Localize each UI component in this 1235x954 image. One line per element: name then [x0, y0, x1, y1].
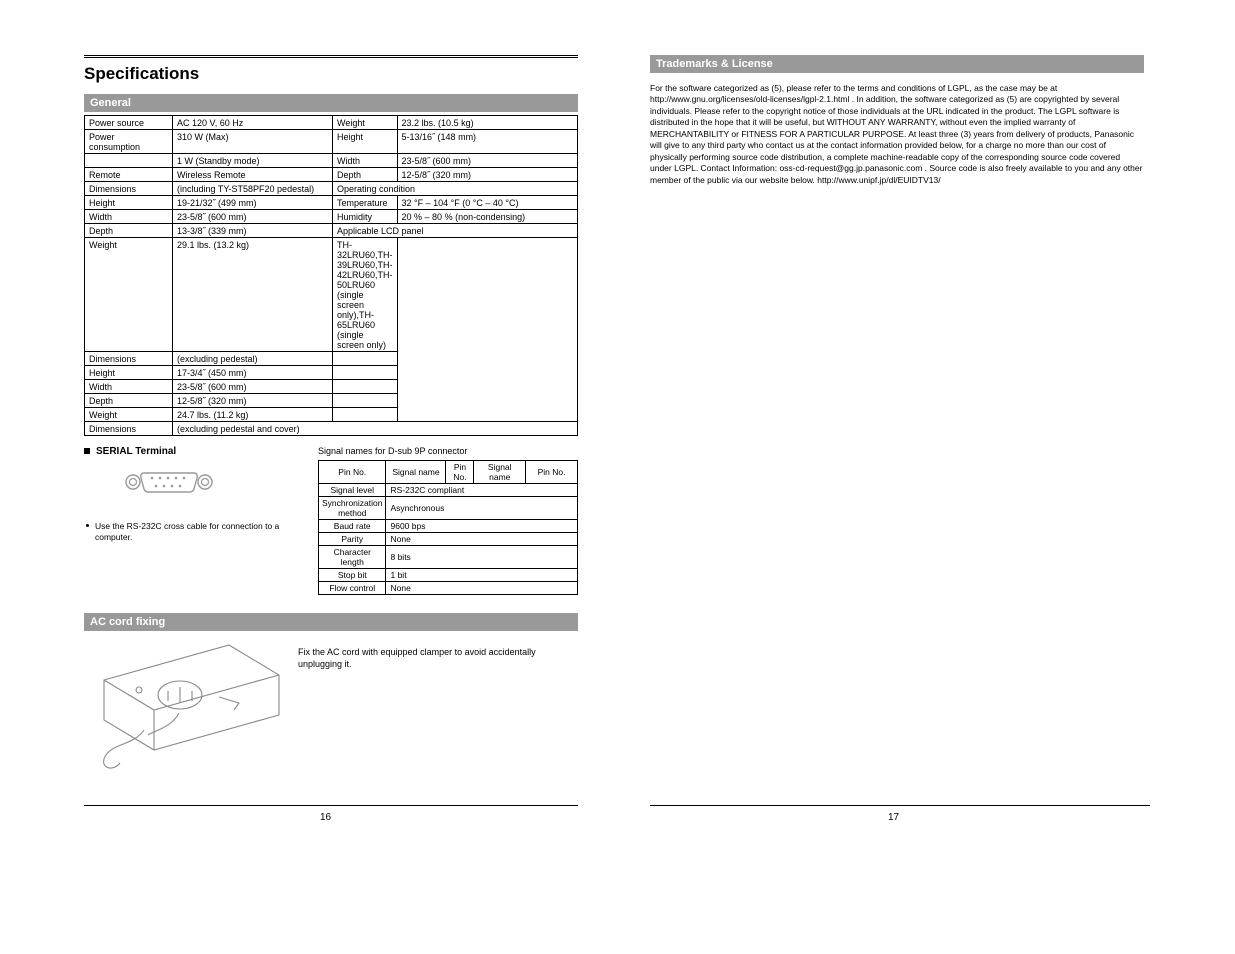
signal-names-label: Signal names for D-sub 9P connector	[318, 446, 578, 456]
footer-rule	[650, 805, 1150, 806]
general-header: General	[84, 94, 578, 112]
pin-table: Pin No. Signal name Pin No. Signal name …	[318, 460, 578, 595]
ac-cord-text: Fix the AC cord with equipped clamper to…	[298, 635, 578, 777]
serial-terminal-label: SERIAL Terminal	[96, 446, 176, 457]
spec-table: Power sourceAC 120 V, 60 HzWeight23.2 lb…	[84, 115, 578, 436]
dot-bullet-icon	[86, 524, 89, 527]
dsub-connector-icon	[124, 465, 304, 501]
square-bullet-icon	[84, 448, 90, 454]
section-title: Specifications	[84, 55, 578, 84]
software-notice-2: For the software categorized as (5), ple…	[650, 83, 1144, 186]
trademarks-header: Trademarks & License	[650, 55, 1144, 73]
page-number: 16	[320, 812, 331, 823]
footer-rule	[84, 805, 578, 806]
ac-cord-header: AC cord fixing	[84, 613, 578, 631]
page-number: 17	[888, 812, 899, 823]
ac-cord-diagram	[84, 635, 284, 777]
serial-note: Use the RS-232C cross cable for connecti…	[95, 521, 304, 543]
